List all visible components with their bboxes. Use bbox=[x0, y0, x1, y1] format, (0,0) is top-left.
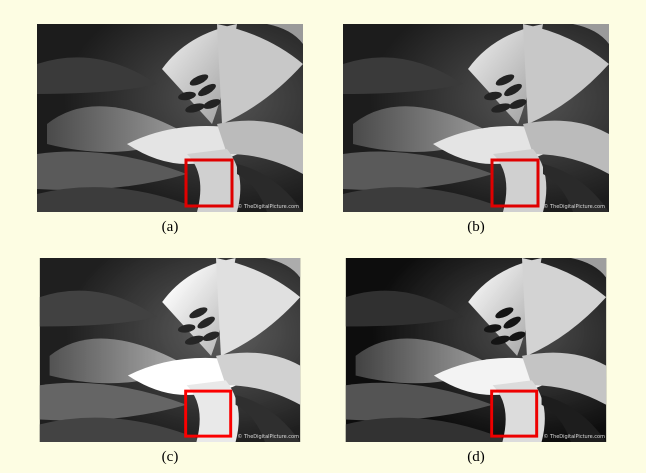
watermark: © TheDigitalPicture.com bbox=[237, 203, 299, 210]
photo: © TheDigitalPicture.com bbox=[37, 24, 303, 212]
watermark: © TheDigitalPicture.com bbox=[543, 433, 605, 440]
caption: (a) bbox=[37, 219, 303, 236]
watermark: © TheDigitalPicture.com bbox=[543, 203, 605, 210]
panel: © TheDigitalPicture.com (d) bbox=[343, 258, 609, 466]
photo: © TheDigitalPicture.com bbox=[343, 24, 609, 212]
panel: © TheDigitalPicture.com (b) bbox=[343, 24, 609, 236]
panel: © TheDigitalPicture.com (a) bbox=[37, 24, 303, 236]
caption: (c) bbox=[37, 449, 303, 466]
figure: {"panels": [ {"label": "(a)", "watermark… bbox=[0, 0, 646, 473]
watermark: © TheDigitalPicture.com bbox=[237, 433, 299, 440]
panel: © TheDigitalPicture.com (c) bbox=[37, 258, 303, 466]
photo: © TheDigitalPicture.com bbox=[343, 258, 609, 442]
caption: (b) bbox=[343, 219, 609, 236]
caption: (d) bbox=[343, 449, 609, 466]
photo: © TheDigitalPicture.com bbox=[37, 258, 303, 442]
